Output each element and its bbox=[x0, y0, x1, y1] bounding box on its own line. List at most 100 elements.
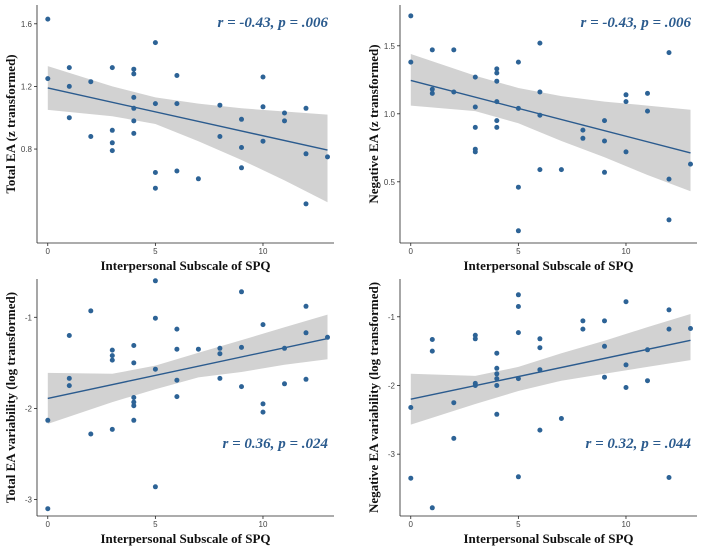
data-point bbox=[239, 384, 244, 390]
data-point bbox=[623, 385, 629, 390]
data-point bbox=[131, 399, 137, 405]
stat-p: p = .006 bbox=[639, 15, 691, 31]
data-point bbox=[408, 59, 414, 65]
stat-annotation: r = -0.43, p = .006 bbox=[581, 15, 692, 31]
stat-r: r = -0.43, bbox=[218, 15, 279, 31]
data-point bbox=[494, 118, 500, 124]
data-point bbox=[260, 74, 266, 80]
x-tick: 10 bbox=[622, 516, 631, 529]
stat-r: r = -0.43, bbox=[581, 15, 642, 31]
data-point bbox=[515, 474, 521, 480]
y-axis-title: Total EA variability (log transformed) bbox=[3, 292, 18, 503]
data-point bbox=[174, 73, 180, 78]
data-point bbox=[429, 47, 435, 53]
data-point bbox=[131, 105, 137, 111]
data-point bbox=[217, 345, 223, 351]
y-tick-label: -1 bbox=[388, 313, 396, 322]
regression-line bbox=[410, 79, 691, 154]
data-point bbox=[666, 307, 672, 313]
x-tick: 10 bbox=[622, 243, 631, 256]
data-point bbox=[131, 403, 137, 409]
data-point bbox=[451, 435, 457, 441]
data-point bbox=[494, 365, 500, 371]
x-axis-title: Interpersonal Subscale of SPQ bbox=[100, 531, 270, 546]
data-point bbox=[580, 135, 586, 141]
data-point bbox=[515, 330, 521, 336]
data-point bbox=[472, 332, 478, 338]
data-point bbox=[666, 326, 672, 332]
data-point bbox=[152, 484, 158, 490]
y-tick-label: -3 bbox=[25, 496, 33, 505]
x-tick: 0 bbox=[46, 516, 51, 529]
data-point bbox=[515, 292, 521, 298]
data-point bbox=[515, 376, 521, 382]
data-point bbox=[645, 347, 650, 353]
x-tick: 10 bbox=[259, 243, 268, 256]
data-point bbox=[666, 50, 672, 56]
data-point bbox=[174, 377, 180, 383]
data-point bbox=[217, 102, 223, 108]
data-point bbox=[282, 381, 287, 387]
x-axis-title: Interpersonal Subscale of SPQ bbox=[100, 258, 270, 273]
data-point bbox=[494, 124, 500, 130]
stat-p: p = .024 bbox=[276, 436, 328, 452]
y-tick-label: -2 bbox=[25, 404, 33, 413]
x-tick-label: 0 bbox=[46, 520, 51, 529]
data-point bbox=[645, 378, 650, 384]
data-point bbox=[239, 165, 244, 171]
data-point bbox=[131, 395, 137, 400]
data-point bbox=[602, 138, 607, 144]
data-point bbox=[260, 409, 266, 415]
data-point bbox=[472, 104, 478, 110]
data-point bbox=[537, 336, 543, 342]
x-tick: 0 bbox=[46, 243, 51, 256]
data-point bbox=[602, 343, 607, 349]
data-point bbox=[537, 427, 543, 433]
data-point bbox=[303, 303, 309, 309]
data-point bbox=[239, 289, 244, 295]
data-point bbox=[494, 383, 500, 388]
y-tick: -3 bbox=[25, 496, 37, 505]
data-point bbox=[623, 99, 629, 105]
data-point bbox=[558, 416, 564, 421]
x-tick: 10 bbox=[259, 516, 268, 529]
data-point bbox=[408, 475, 414, 481]
data-point bbox=[282, 118, 287, 124]
x-tick-label: 5 bbox=[516, 520, 521, 529]
data-point bbox=[429, 86, 435, 92]
data-point bbox=[494, 66, 500, 72]
data-point bbox=[260, 138, 266, 144]
data-point bbox=[109, 347, 115, 353]
data-point bbox=[174, 394, 180, 400]
data-point bbox=[131, 130, 137, 136]
data-point bbox=[260, 401, 266, 407]
data-point bbox=[45, 506, 51, 512]
data-point bbox=[131, 66, 137, 72]
data-point bbox=[131, 343, 137, 348]
data-point bbox=[66, 65, 72, 71]
data-point bbox=[109, 127, 115, 133]
data-point bbox=[88, 79, 94, 85]
data-point bbox=[494, 70, 500, 76]
data-point bbox=[260, 322, 266, 328]
data-point bbox=[472, 124, 478, 130]
panel-bottom-left: 0 5 10 -1 -2 -3 Interpersonal Subscale of SPQ T… bbox=[3, 278, 334, 546]
x-tick: 5 bbox=[516, 516, 521, 529]
data-point bbox=[131, 360, 137, 366]
data-point bbox=[45, 16, 51, 22]
data-point bbox=[515, 59, 521, 65]
data-point bbox=[580, 127, 586, 133]
data-point bbox=[515, 105, 521, 111]
data-point bbox=[408, 405, 414, 410]
x-tick: 5 bbox=[516, 243, 521, 256]
y-tick: 1.2 bbox=[21, 82, 37, 91]
x-tick: 5 bbox=[153, 516, 158, 529]
data-point bbox=[131, 417, 137, 423]
x-tick: 0 bbox=[409, 516, 414, 529]
data-point bbox=[645, 90, 650, 96]
data-point bbox=[239, 145, 244, 150]
data-point bbox=[303, 330, 309, 336]
data-point bbox=[109, 357, 115, 363]
data-point bbox=[152, 40, 158, 46]
